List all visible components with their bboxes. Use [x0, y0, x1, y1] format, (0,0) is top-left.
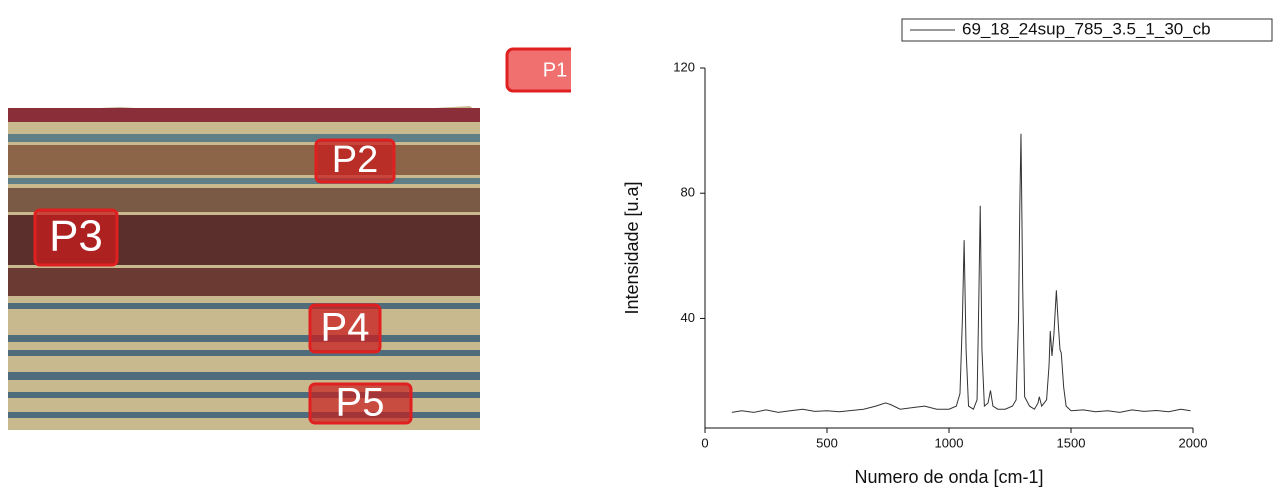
photo-label: P2	[332, 139, 378, 181]
y-tick-label: 120	[673, 59, 695, 74]
legend-label: 69_18_24sup_785_3.5_1_30_cb	[962, 19, 1211, 38]
photo-label: P5	[336, 381, 385, 425]
label-box	[308, 382, 413, 425]
y-tick-label: 40	[681, 310, 695, 325]
photo-labels: P1 P2 P3 P4 P5	[33, 47, 571, 425]
photo-label: P3	[49, 212, 103, 261]
x-axis-label: Numero de onda [cm-1]	[854, 467, 1043, 487]
x-tick-label: 1000	[935, 435, 964, 450]
x-tick-label: 2000	[1179, 435, 1208, 450]
label-box	[314, 138, 396, 184]
photo-label: P1	[543, 59, 567, 81]
y-tick-label: 80	[681, 185, 695, 200]
label-box	[308, 303, 382, 354]
photo-label: P4	[321, 306, 370, 350]
x-tick-label: 1500	[1057, 435, 1086, 450]
legend-box	[901, 18, 1273, 42]
label-box	[505, 47, 571, 93]
y-axis-label: Intensidade [u.a]	[622, 181, 642, 314]
spectrum-line	[731, 133, 1191, 413]
x-tick-label: 0	[701, 435, 708, 450]
textile-photo	[8, 106, 480, 430]
label-box	[33, 208, 119, 267]
x-tick-label: 500	[816, 435, 838, 450]
